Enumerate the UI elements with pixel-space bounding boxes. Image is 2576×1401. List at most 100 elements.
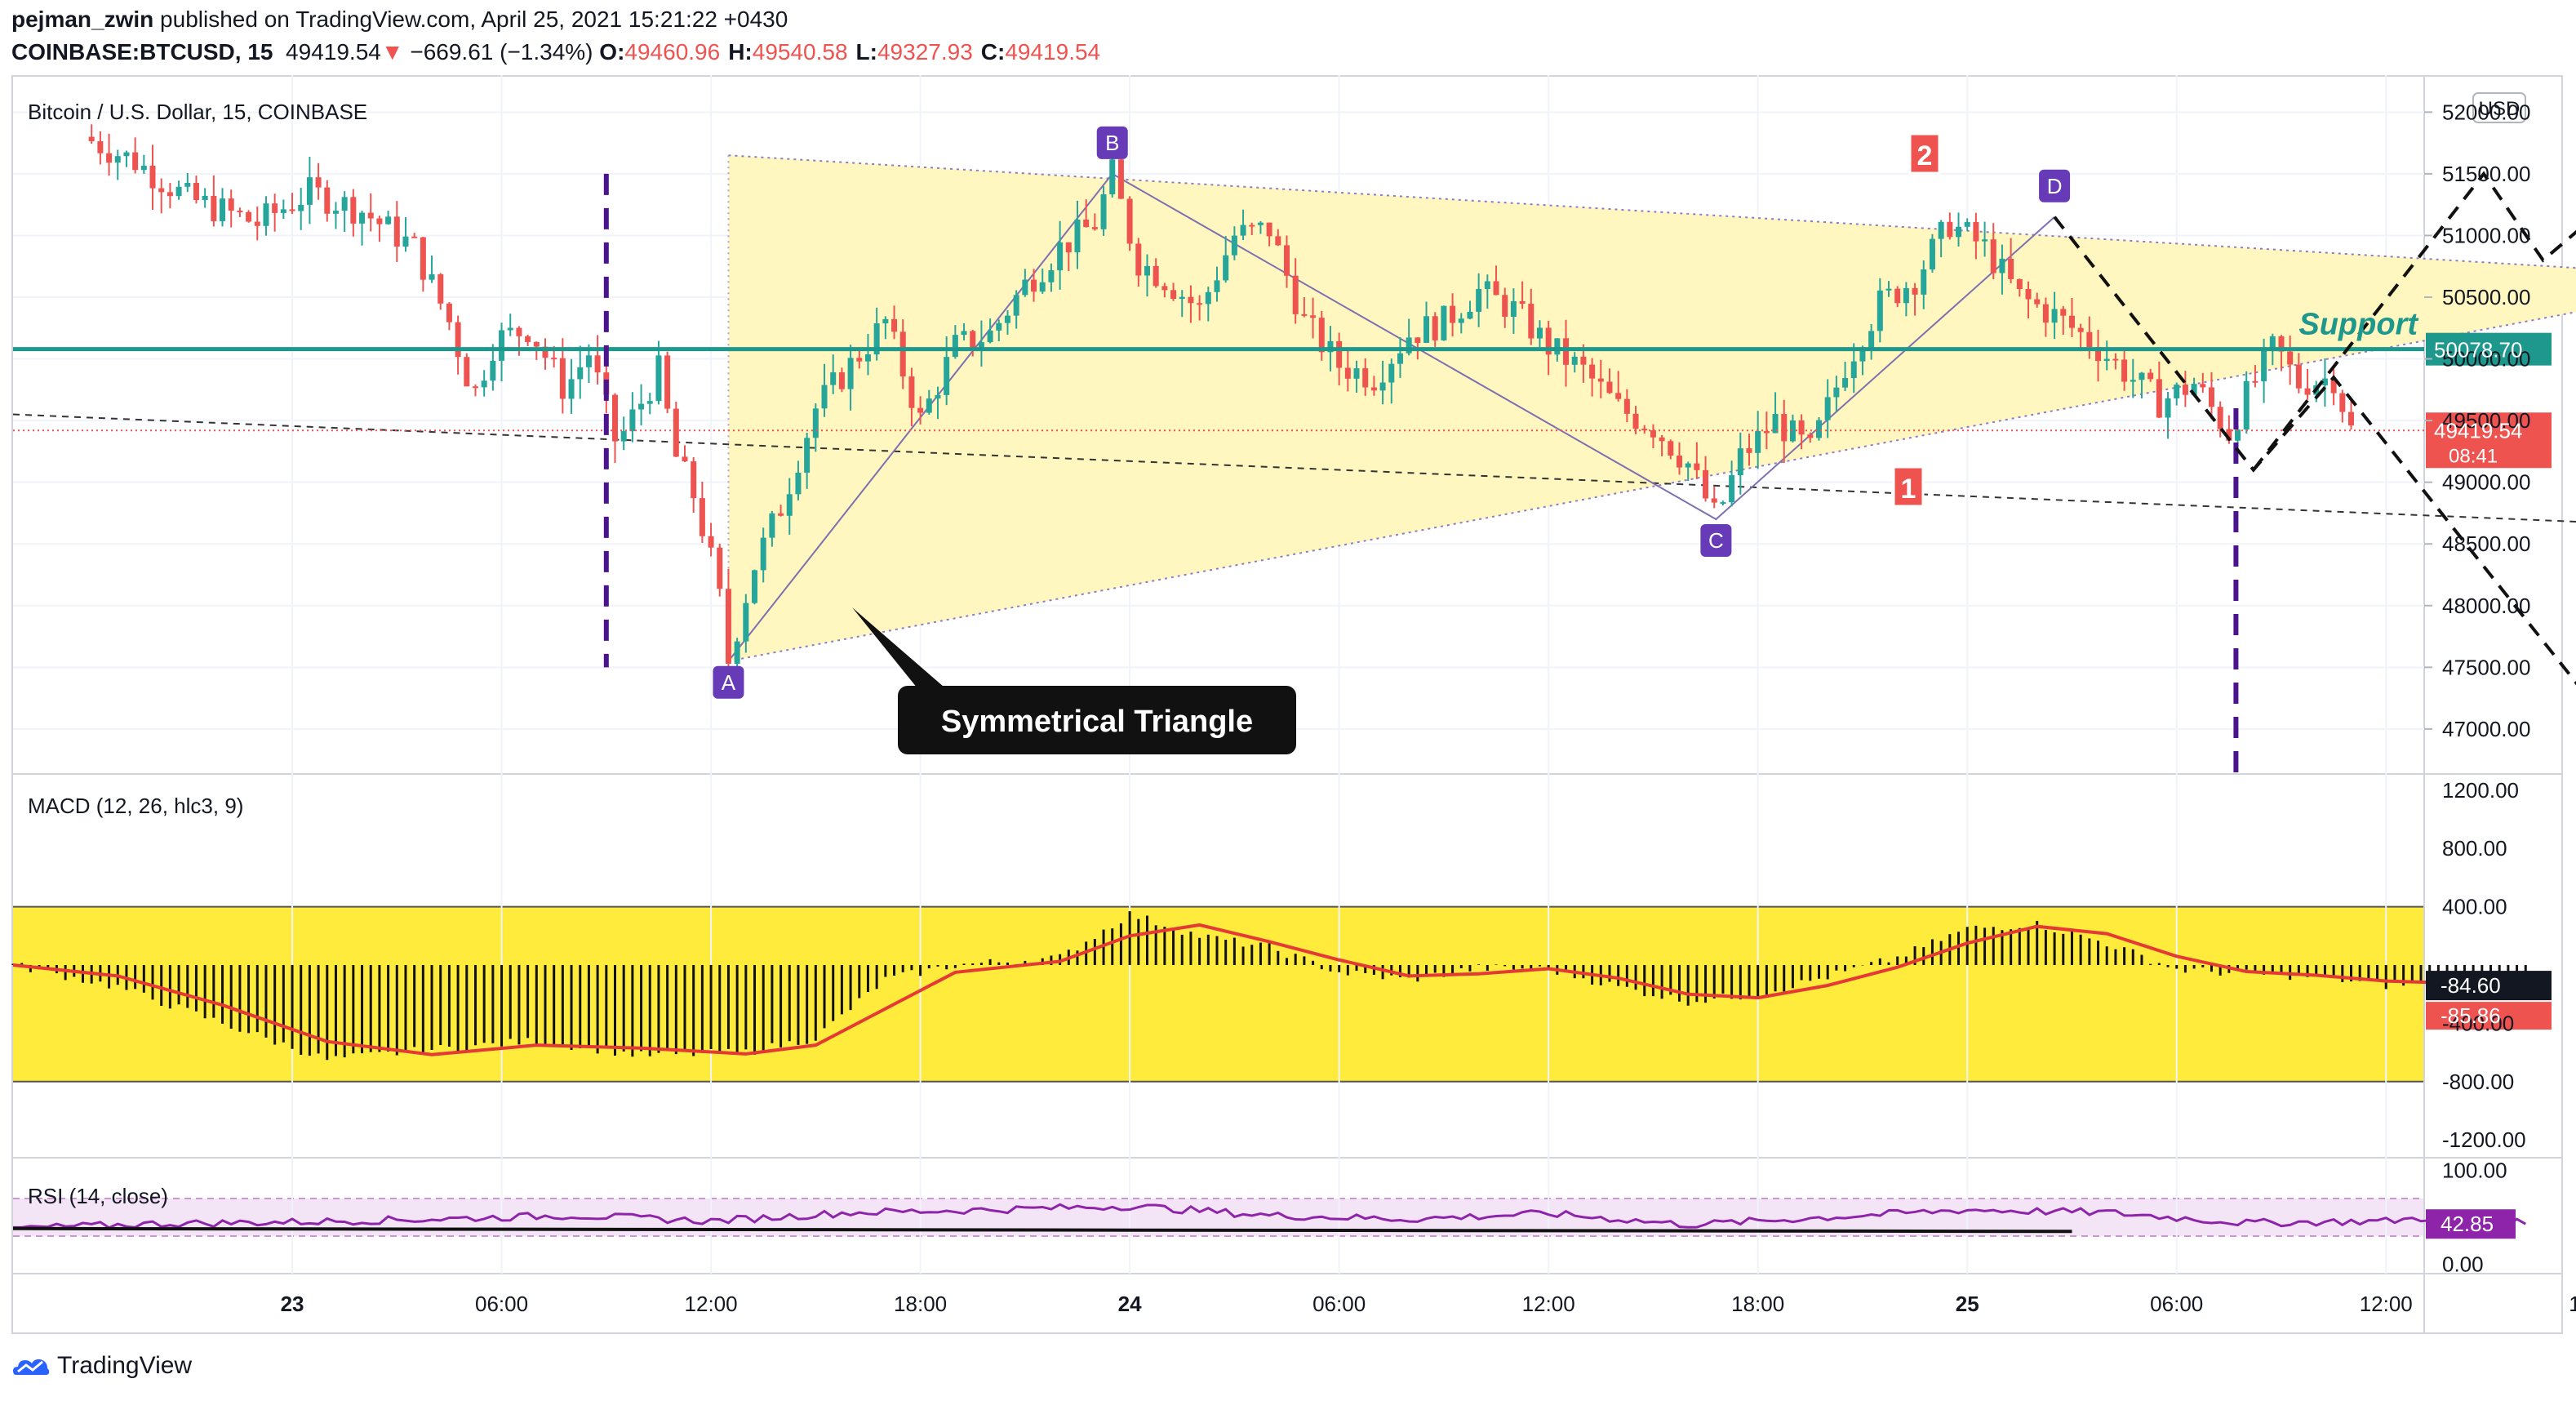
candle-body bbox=[1816, 420, 1822, 438]
author-name[interactable]: pejman_zwin bbox=[11, 7, 154, 32]
candle-body bbox=[970, 331, 976, 349]
candle-body bbox=[2278, 336, 2285, 352]
price-change: −669.61 (−1.34%) bbox=[410, 39, 593, 64]
scenario-path-1 bbox=[2053, 216, 2576, 686]
candle-body bbox=[978, 342, 984, 349]
macd-tick-label: 800.00 bbox=[2442, 836, 2507, 861]
candle-body bbox=[175, 186, 182, 197]
rsi-tick-label: 0.00 bbox=[2442, 1252, 2484, 1277]
candle-body bbox=[2347, 411, 2354, 426]
candle-body bbox=[332, 211, 339, 214]
candle-body bbox=[385, 216, 392, 225]
candle-body bbox=[1484, 281, 1490, 289]
candle-body bbox=[2321, 378, 2328, 385]
macd-value-badge bbox=[2426, 971, 2552, 1001]
candle-body bbox=[1179, 296, 1185, 299]
candle-body bbox=[2130, 380, 2136, 382]
pattern-point-label: A bbox=[722, 670, 736, 695]
candle-body bbox=[106, 153, 113, 163]
candle-body bbox=[1894, 288, 1901, 304]
candle-body bbox=[1004, 315, 1010, 323]
candle-body bbox=[1789, 420, 1796, 442]
candle-body bbox=[1623, 398, 1630, 414]
rsi-tick-label: 100.00 bbox=[2442, 1159, 2507, 1183]
candle-body bbox=[734, 641, 740, 665]
time-tick-label: 12:00 bbox=[2360, 1292, 2413, 1316]
candle-body bbox=[1310, 315, 1317, 318]
candle-body bbox=[2226, 429, 2232, 441]
candle-body bbox=[1432, 316, 1438, 340]
dashed-trendline bbox=[12, 413, 2576, 523]
candle-body bbox=[1850, 361, 1857, 379]
tradingview-footer[interactable]: TradingView bbox=[11, 1345, 192, 1386]
candle-body bbox=[1353, 368, 1360, 379]
candle-body bbox=[88, 136, 95, 141]
candle-body bbox=[1746, 448, 1752, 453]
candle-body bbox=[1344, 367, 1351, 379]
scenario-badge-text: 1 bbox=[1901, 474, 1916, 505]
candle-body bbox=[952, 335, 958, 358]
candle-body bbox=[1266, 222, 1272, 237]
candle-body bbox=[2103, 358, 2110, 362]
candle-body bbox=[246, 211, 252, 222]
candle-body bbox=[359, 212, 366, 224]
candle-body bbox=[306, 177, 313, 205]
candle-body bbox=[1275, 236, 1281, 246]
candle-body bbox=[1685, 463, 1691, 468]
candle-body bbox=[1074, 220, 1081, 253]
candle-body bbox=[1990, 239, 1996, 274]
macd-tick-label: 1200.00 bbox=[2442, 778, 2519, 803]
macd-tick-label: -800.00 bbox=[2442, 1070, 2514, 1094]
candle-body bbox=[1711, 498, 1717, 503]
time-tick-label: 25 bbox=[1956, 1292, 1979, 1316]
candle-body bbox=[1170, 290, 1177, 299]
candle-body bbox=[1982, 239, 1988, 242]
candle-body bbox=[2174, 385, 2180, 398]
candle-body bbox=[961, 331, 967, 336]
candle-body bbox=[691, 461, 697, 499]
pattern-point-label: D bbox=[2047, 174, 2063, 198]
candle-body bbox=[2295, 364, 2302, 389]
candle-body bbox=[1022, 279, 1028, 296]
high-value: 49540.58 bbox=[752, 39, 848, 64]
candle-body bbox=[1929, 238, 1935, 269]
time-tick-label: 06:00 bbox=[2150, 1292, 2203, 1316]
candle-body bbox=[1379, 382, 1386, 391]
candle-body bbox=[289, 209, 295, 211]
symbol-name[interactable]: COINBASE:BTCUSD, 15 bbox=[11, 39, 273, 64]
candle-body bbox=[1502, 295, 1508, 317]
support-label: Support bbox=[2298, 308, 2418, 342]
candle-body bbox=[1842, 378, 1849, 388]
candle-body bbox=[795, 472, 802, 495]
candle-body bbox=[2243, 380, 2250, 430]
pattern-point-B bbox=[1096, 126, 1128, 159]
candle-body bbox=[481, 380, 487, 388]
time-tick-label: 12:00 bbox=[1522, 1292, 1575, 1316]
time-tick-label: 12:00 bbox=[685, 1292, 738, 1316]
candle-body bbox=[1214, 280, 1220, 292]
candle-body bbox=[2304, 388, 2311, 395]
candle-body bbox=[2269, 336, 2276, 349]
candle-body bbox=[2252, 380, 2258, 383]
candle-body bbox=[1641, 429, 1648, 431]
candle-body bbox=[1580, 356, 1587, 365]
candle-body bbox=[838, 372, 845, 389]
candle-body bbox=[1676, 456, 1682, 468]
last-price-text: 49419.54 bbox=[2434, 418, 2522, 443]
candle-body bbox=[1632, 413, 1639, 429]
candle-body bbox=[2008, 258, 2014, 279]
candle-body bbox=[778, 513, 784, 516]
candle-body bbox=[158, 188, 165, 193]
candle-body bbox=[211, 195, 217, 221]
candle-body bbox=[2086, 331, 2093, 348]
candle-body bbox=[655, 355, 662, 402]
candle-body bbox=[1467, 311, 1473, 319]
callout-text: Symmetrical Triangle bbox=[941, 705, 1253, 739]
candle-body bbox=[1554, 338, 1561, 355]
rsi-label: RSI (14, close) bbox=[28, 1184, 168, 1208]
candle-body bbox=[2139, 372, 2145, 380]
candle-body bbox=[1755, 430, 1761, 453]
candle-body bbox=[1729, 475, 1735, 503]
candle-body bbox=[2261, 349, 2267, 381]
